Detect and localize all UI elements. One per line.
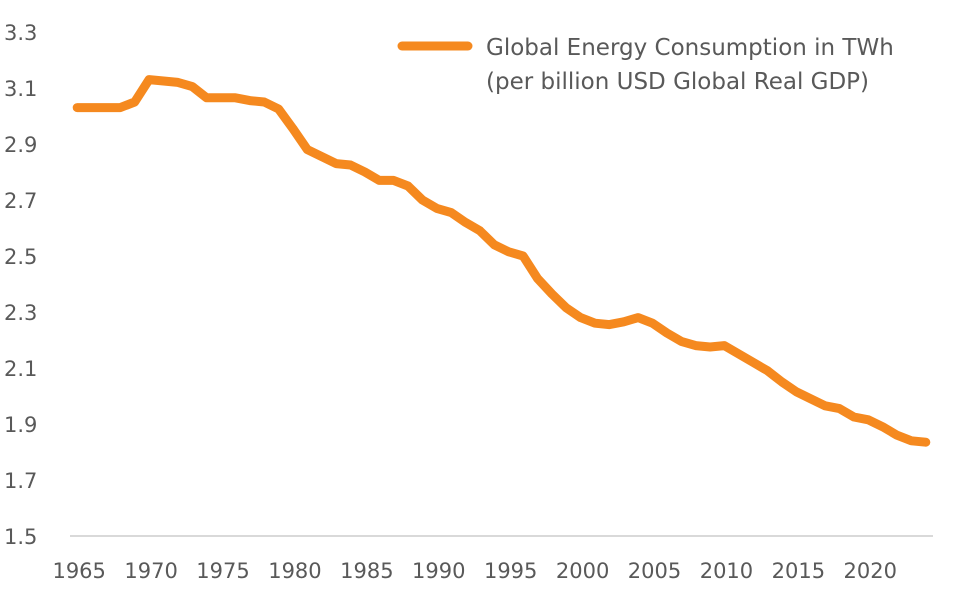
x-tick-label: 1995 xyxy=(484,559,537,583)
x-tick-label: 1990 xyxy=(412,559,465,583)
x-tick-label: 2010 xyxy=(700,559,753,583)
y-tick-label: 3.1 xyxy=(4,77,37,101)
y-tick-label: 2.5 xyxy=(4,245,37,269)
y-tick-label: 2.3 xyxy=(4,301,37,325)
legend-label-line-1: Global Energy Consumption in TWh xyxy=(486,35,894,61)
x-tick-label: 2015 xyxy=(772,559,825,583)
y-tick-label: 1.9 xyxy=(4,413,37,437)
x-tick-label: 1980 xyxy=(268,559,321,583)
series-group xyxy=(72,75,931,447)
legend: Global Energy Consumption in TWh (per bi… xyxy=(397,35,894,95)
series-line-0 xyxy=(72,75,931,447)
y-tick-label: 2.7 xyxy=(4,189,37,213)
y-tick-label: 1.7 xyxy=(4,469,37,493)
x-axis-ticks: 1965 1970 1975 1980 1985 1990 1995 2000 2005 2010… xyxy=(52,559,897,583)
x-tick-label: 1970 xyxy=(124,559,177,583)
legend-label-line-2: (per billion USD Global Real GDP) xyxy=(486,69,869,95)
x-tick-label: 1985 xyxy=(340,559,393,583)
y-tick-label: 3.3 xyxy=(4,21,37,45)
y-tick-label: 2.1 xyxy=(4,357,37,381)
y-tick-label: 1.5 xyxy=(4,525,37,549)
y-tick-label: 2.9 xyxy=(4,133,37,157)
x-tick-label: 1975 xyxy=(196,559,249,583)
x-tick-label: 1965 xyxy=(52,559,105,583)
x-tick-label: 2000 xyxy=(556,559,609,583)
x-tick-label: 2005 xyxy=(628,559,681,583)
x-tick-label: 2020 xyxy=(844,559,897,583)
y-axis-ticks: 3.3 3.1 2.9 2.7 2.5 2.3 2.1 1.9 1.7 1.5 xyxy=(4,21,37,549)
